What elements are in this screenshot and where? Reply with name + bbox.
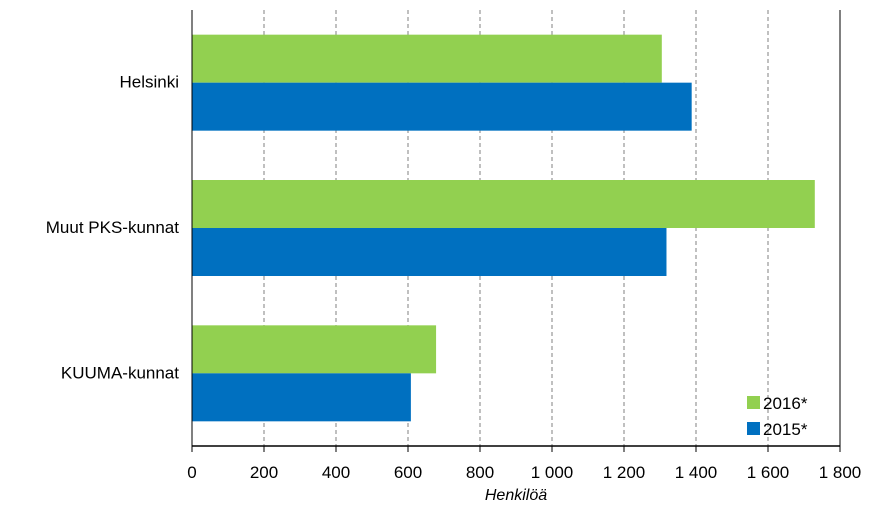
legend-swatch bbox=[747, 422, 760, 435]
x-tick-label: 1 600 bbox=[747, 463, 790, 482]
legend-swatch bbox=[747, 396, 760, 409]
labels: Helsinki Muut PKS-kunnat KUUMA-kunnat 0 200 4… bbox=[46, 73, 862, 504]
category-label: Helsinki bbox=[119, 73, 179, 92]
x-tick-label: 1 800 bbox=[819, 463, 862, 482]
x-tick-label: 0 bbox=[187, 463, 196, 482]
legend: 2016* 2015* bbox=[747, 394, 808, 439]
x-tick-label: 1 400 bbox=[675, 463, 718, 482]
bar-kuuma-kunnat-2016 bbox=[192, 325, 437, 374]
x-tick-label: 1 000 bbox=[531, 463, 574, 482]
x-tick-label: 800 bbox=[466, 463, 494, 482]
x-tick-label: 200 bbox=[250, 463, 278, 482]
bar-muut-pks-kunnat-2015 bbox=[192, 228, 667, 276]
bar-kuuma-kunnat-2015 bbox=[192, 373, 411, 422]
category-label: KUUMA-kunnat bbox=[61, 363, 179, 382]
x-tick-label: 400 bbox=[322, 463, 350, 482]
x-axis-title: Henkilöä bbox=[485, 487, 547, 504]
bar-helsinki-2015 bbox=[192, 82, 692, 131]
legend-label: 2015* bbox=[763, 420, 808, 439]
bar-helsinki-2016 bbox=[192, 34, 662, 83]
bar-muut-pks-kunnat-2016 bbox=[192, 180, 815, 228]
x-tick-label: 1 200 bbox=[603, 463, 646, 482]
bars bbox=[192, 34, 815, 422]
category-label: Muut PKS-kunnat bbox=[46, 218, 180, 237]
legend-label: 2016* bbox=[763, 394, 808, 413]
x-tick-label: 600 bbox=[394, 463, 422, 482]
axes bbox=[191, 10, 841, 452]
